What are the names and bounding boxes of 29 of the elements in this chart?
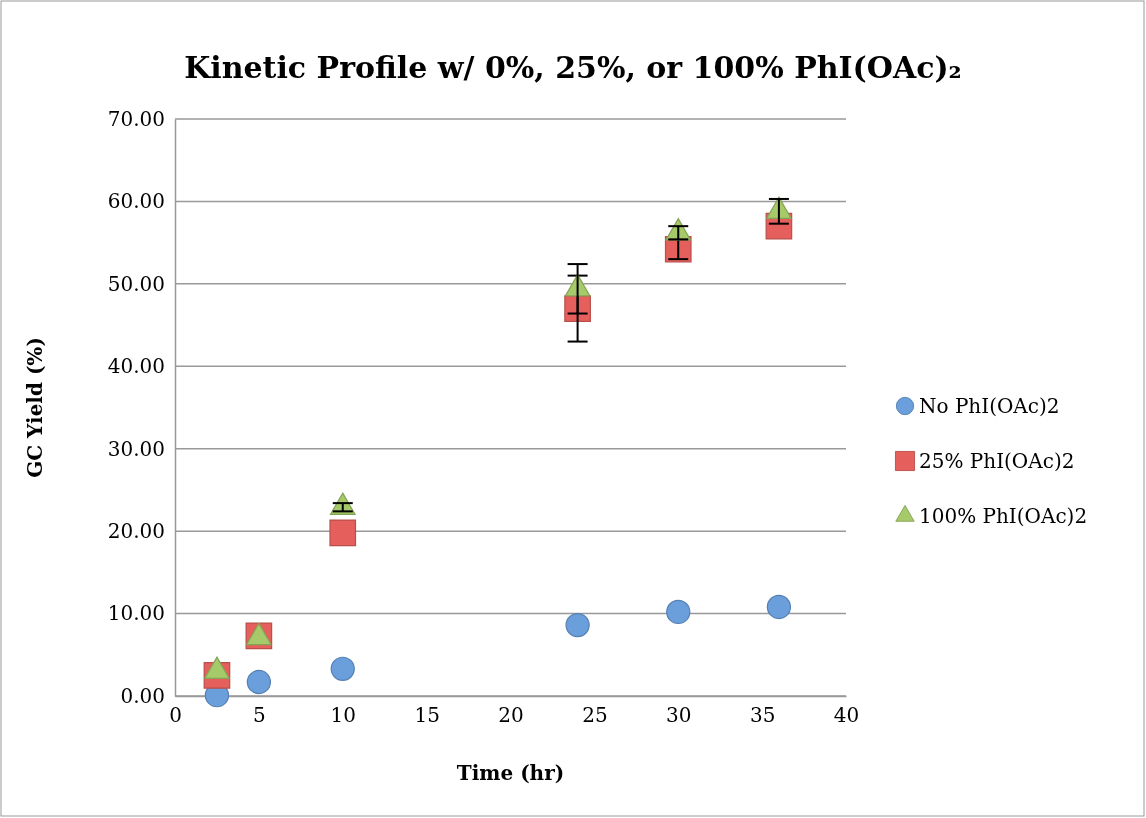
y-tick-label: 60.00	[107, 189, 165, 214]
x-tick-label: 5	[253, 703, 266, 728]
point	[666, 599, 691, 625]
point	[330, 656, 355, 681]
point	[565, 612, 590, 638]
x-tick-label: 40	[833, 703, 860, 728]
x-axis-title: Time (hr)	[456, 761, 565, 785]
legend-label: 100% PhI(OAc)2	[919, 504, 1088, 528]
y-axis-title: GC Yield (%)	[23, 337, 47, 478]
x-tick-label: 15	[414, 703, 440, 728]
point	[766, 594, 792, 620]
y-tick-label: 20.00	[107, 519, 165, 544]
chart-title: Kinetic Profile w/ 0%, 25%, or 100% PhI(OAc)₂	[184, 50, 962, 85]
x-tick-label: 30	[666, 703, 692, 728]
x-tick-label: 25	[582, 703, 608, 728]
legend-label: No PhI(OAc)2	[919, 394, 1060, 418]
point	[329, 519, 357, 547]
y-tick-label: 40.00	[107, 354, 165, 379]
x-tick-label: 10	[330, 703, 356, 728]
x-tick-label: 0	[169, 703, 182, 728]
x-tick-label: 20	[498, 703, 524, 728]
y-tick-label: 10.00	[107, 601, 165, 626]
x-tick-label: 35	[749, 703, 776, 728]
y-tick-label: 0.00	[120, 683, 165, 708]
legend-label: 25% PhI(OAc)2	[919, 449, 1075, 473]
y-tick-label: 50.00	[107, 271, 165, 296]
y-tick-label: 70.00	[107, 106, 165, 131]
point	[246, 669, 272, 695]
y-tick-label: 30.00	[107, 436, 165, 461]
